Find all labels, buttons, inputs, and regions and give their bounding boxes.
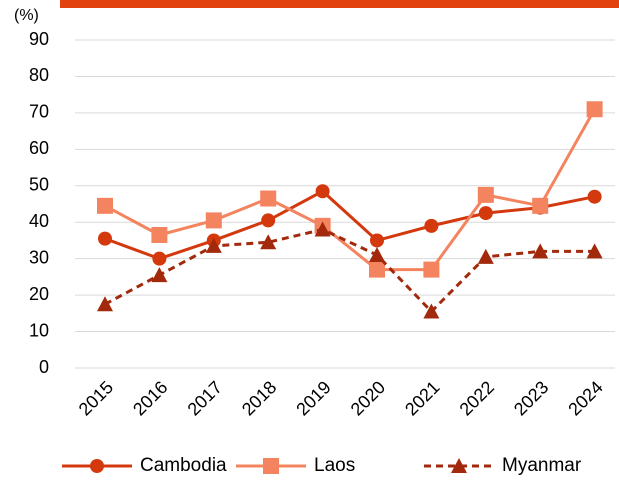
data-point: [532, 197, 549, 214]
x-tick-label: 2024: [564, 377, 606, 419]
data-point: [370, 233, 384, 248]
y-tick-label: 10: [29, 320, 49, 340]
y-tick-label: 30: [29, 247, 49, 267]
y-axis-label: (%): [14, 7, 39, 24]
data-point: [532, 243, 549, 259]
data-point: [478, 206, 493, 221]
x-tick-label: 2015: [75, 377, 117, 419]
series-line: [104, 108, 596, 272]
data-point: [315, 184, 330, 199]
legend-marker: [263, 458, 279, 474]
y-tick-label: 50: [29, 175, 49, 195]
data-point: [423, 303, 440, 319]
x-tick-label: 2016: [129, 377, 171, 419]
data-point: [314, 221, 331, 237]
data-point: [97, 197, 113, 214]
legend-marker: [90, 459, 104, 473]
x-tick-label: 2022: [456, 377, 498, 419]
x-tick-label: 2023: [510, 377, 552, 419]
y-tick-label: 40: [29, 211, 49, 231]
y-tick-label: 70: [29, 102, 49, 122]
data-point: [424, 218, 439, 233]
data-point: [477, 248, 494, 264]
y-tick-label: 0: [39, 357, 49, 377]
y-tick-label: 20: [29, 284, 49, 304]
series-line: [104, 189, 595, 261]
data-point: [587, 189, 602, 204]
series-line: [104, 227, 595, 314]
data-point: [151, 267, 168, 283]
data-point: [586, 101, 603, 118]
header-bar: [60, 0, 619, 8]
data-point: [98, 231, 112, 246]
y-tick-label: 90: [29, 29, 49, 49]
data-point: [586, 243, 603, 259]
y-tick-label: 60: [29, 138, 49, 158]
legend-marker: [451, 458, 467, 473]
x-tick-label: 2017: [184, 377, 226, 419]
x-tick-label: 2020: [347, 377, 389, 419]
data-point: [260, 234, 277, 250]
legend-label: Laos: [314, 455, 355, 476]
data-point: [260, 190, 277, 207]
data-point: [477, 186, 494, 203]
data-point: [97, 296, 113, 312]
x-tick-label: 2021: [401, 377, 443, 419]
legend-label: Myanmar: [502, 455, 582, 476]
y-tick-label: 80: [29, 65, 49, 85]
data-point: [205, 237, 222, 253]
data-point: [423, 261, 440, 278]
x-tick-label: 2018: [238, 377, 280, 419]
data-point: [261, 213, 276, 228]
data-point: [152, 251, 167, 266]
data-point: [369, 261, 385, 278]
data-point: [369, 247, 385, 263]
legend-label: Cambodia: [140, 455, 227, 476]
x-tick-label: 2019: [292, 377, 334, 419]
data-point: [205, 212, 222, 229]
data-point: [151, 226, 168, 243]
